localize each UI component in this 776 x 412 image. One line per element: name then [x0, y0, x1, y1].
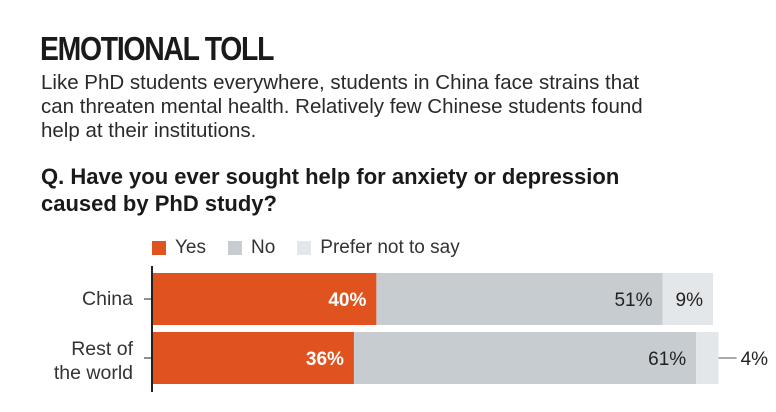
- chart-subtitle: Like PhD students everywhere, students i…: [41, 71, 643, 142]
- data-label-yes-china: 40%: [328, 290, 366, 311]
- category-label-rest-of-world: Rest of the world: [20, 337, 133, 385]
- data-label-no-china: 51%: [614, 290, 652, 311]
- legend: Yes No Prefer not to say: [152, 236, 482, 260]
- chart-title: EMOTIONAL TOLL: [40, 30, 274, 67]
- data-label-no-rest-of-world: 61%: [648, 349, 686, 370]
- bar-prefer-rest-of-world: [696, 332, 719, 384]
- data-label-prefer-china: 9%: [676, 290, 704, 311]
- survey-question: Q. Have you ever sought help for anxiety…: [41, 164, 620, 216]
- bar-no-china: [376, 273, 663, 325]
- data-label-yes-rest-of-world: 36%: [306, 349, 344, 370]
- bar-prefer-china: [662, 273, 713, 325]
- legend-swatch-yes: [152, 241, 166, 255]
- bar-yes-rest-of-world: [152, 332, 354, 384]
- data-label-prefer-rest-of-world: 4%: [741, 349, 769, 370]
- legend-item-prefer: Prefer not to say: [297, 237, 460, 259]
- legend-swatch-no: [228, 241, 242, 255]
- legend-label-yes: Yes: [175, 237, 206, 258]
- category-label-line: Rest of: [71, 338, 133, 360]
- category-label-china: China: [82, 288, 133, 310]
- bar-no-rest-of-world: [353, 332, 697, 384]
- legend-label-no: No: [251, 237, 276, 258]
- legend-item-no: No: [228, 237, 275, 259]
- category-label-line: the world: [53, 362, 133, 384]
- legend-swatch-prefer: [297, 241, 312, 255]
- legend-item-yes: Yes: [152, 237, 206, 259]
- bar-yes-china: [152, 273, 377, 325]
- legend-label-prefer: Prefer not to say: [320, 237, 460, 258]
